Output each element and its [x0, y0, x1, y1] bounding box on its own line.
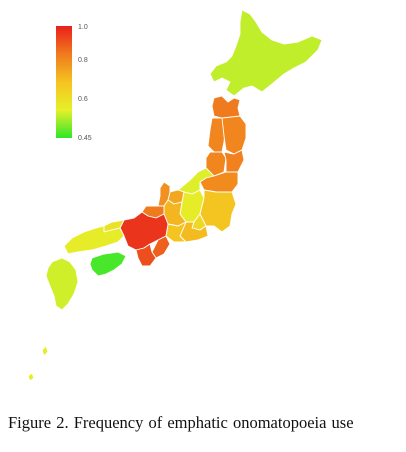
region-okinawa [41, 345, 49, 357]
color-scale-legend: 1.0 0.8 0.6 0.45 [56, 24, 92, 142]
caption-text: Frequency of emphatic onomatopoeia use [73, 413, 354, 432]
legend-tick-mid: 0.6 [78, 96, 88, 103]
region-wakayama [135, 243, 157, 267]
legend-tick-high: 0.8 [78, 57, 88, 64]
region-iwate [221, 115, 247, 155]
japan-map: 1.0 0.8 0.6 0.45 [27, 9, 323, 382]
region-miyagi [223, 149, 245, 173]
region-hokkaido [209, 9, 323, 97]
legend-tick-min: 0.45 [78, 135, 92, 142]
region-chugoku [63, 225, 125, 255]
legend-tick-max: 1.0 [78, 24, 88, 31]
region-okinawa-south [27, 372, 35, 382]
region-aichi [165, 221, 187, 243]
caption-label: Figure 2. [8, 413, 69, 432]
region-aomori [211, 95, 241, 119]
region-kyushu [45, 257, 79, 311]
figure-caption: Figure 2. Frequency of emphatic onomatop… [8, 413, 400, 432]
legend-gradient-bar [56, 26, 72, 138]
region-shikoku [89, 251, 127, 277]
region-kanto [199, 189, 237, 233]
